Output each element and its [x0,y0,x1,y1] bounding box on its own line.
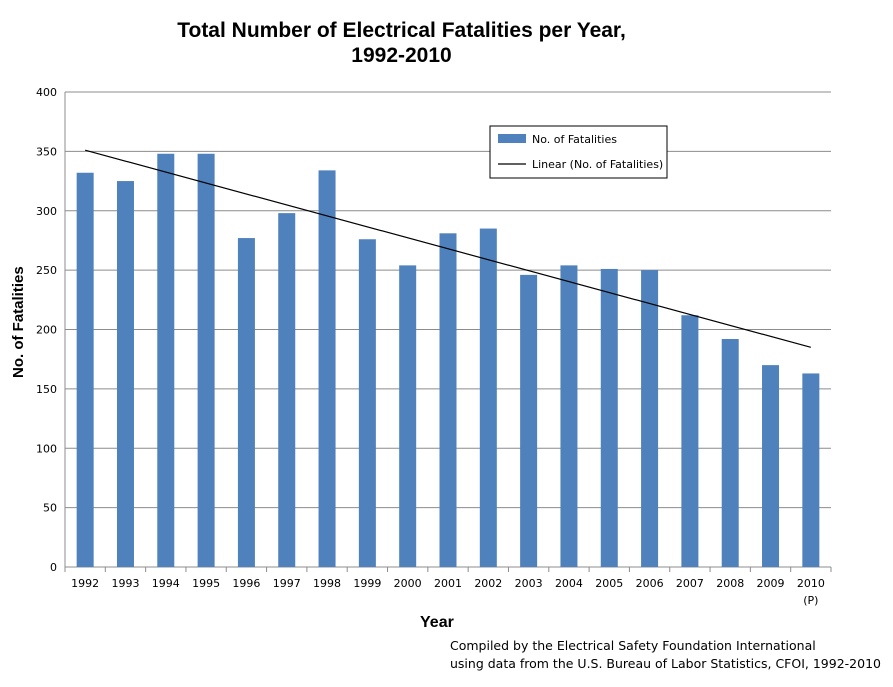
x-tick-label-1998: 1998 [313,577,341,590]
y-tick-label-50: 50 [43,502,57,515]
legend-label-trendline: Linear (No. of Fatalities) [532,158,663,171]
chart-title-line1: Total Number of Electrical Fatalities pe… [177,19,626,42]
credit-line-1: Compiled by the Electrical Safety Founda… [450,638,816,653]
y-tick-label-300: 300 [36,205,57,218]
bar-2002 [479,228,497,567]
x-tick-label-1992: 1992 [71,577,99,590]
x-tick-label-2000: 2000 [394,577,422,590]
bar-2008 [721,339,739,567]
x-tick-label-2010: 2010 [797,577,825,590]
x-tick-label-1997: 1997 [273,577,301,590]
x-axis-label: Year [420,614,454,631]
bar-2007 [681,315,699,567]
x-tick-label-1994: 1994 [152,577,180,590]
x-tick-note-2010: (P) [803,594,818,607]
x-tick-label-2005: 2005 [595,577,623,590]
x-tick-label-2007: 2007 [676,577,704,590]
y-tick-label-150: 150 [36,383,57,396]
bar-1993 [116,181,134,567]
bar-2006 [641,270,659,567]
bar-2001 [439,233,457,567]
bar-1996 [237,238,255,567]
y-tick-label-400: 400 [36,86,57,99]
trendline [85,149,811,348]
x-tick-label-2006: 2006 [636,577,664,590]
legend-label-bars: No. of Fatalities [532,133,617,146]
x-tick-label-1996: 1996 [232,577,260,590]
y-tick-label-0: 0 [50,561,57,574]
x-tick-label-1993: 1993 [111,577,139,590]
bar-2004 [560,265,578,567]
bar-2003 [520,274,538,567]
y-tick-label-100: 100 [36,442,57,455]
chart-title-line2: 1992-2010 [351,44,452,67]
y-tick-label-200: 200 [36,324,57,337]
bar-1999 [358,239,376,567]
bar-1997 [278,213,296,567]
x-tick-label-1995: 1995 [192,577,220,590]
x-tick-label-2003: 2003 [515,577,543,590]
legend-swatch-bars [498,134,526,143]
bar-1992 [76,172,94,567]
credit-line-2: using data from the U.S. Bureau of Labor… [450,656,881,671]
bar-2000 [399,265,417,567]
x-tick-label-1999: 1999 [353,577,381,590]
y-tick-label-350: 350 [36,145,57,158]
bar-2005 [600,268,618,567]
bar-2009 [762,365,780,567]
x-tick-label-2008: 2008 [716,577,744,590]
bar-1998 [318,170,336,567]
bar-1995 [197,153,215,567]
x-tick-label-2004: 2004 [555,577,583,590]
bar-2010 [802,373,820,567]
y-tick-label-250: 250 [36,264,57,277]
y-axis-label: No. of Fatalities [10,266,27,378]
bar-1994 [157,153,175,567]
x-tick-label-2001: 2001 [434,577,462,590]
x-tick-label-2009: 2009 [757,577,785,590]
x-tick-label-2002: 2002 [474,577,502,590]
